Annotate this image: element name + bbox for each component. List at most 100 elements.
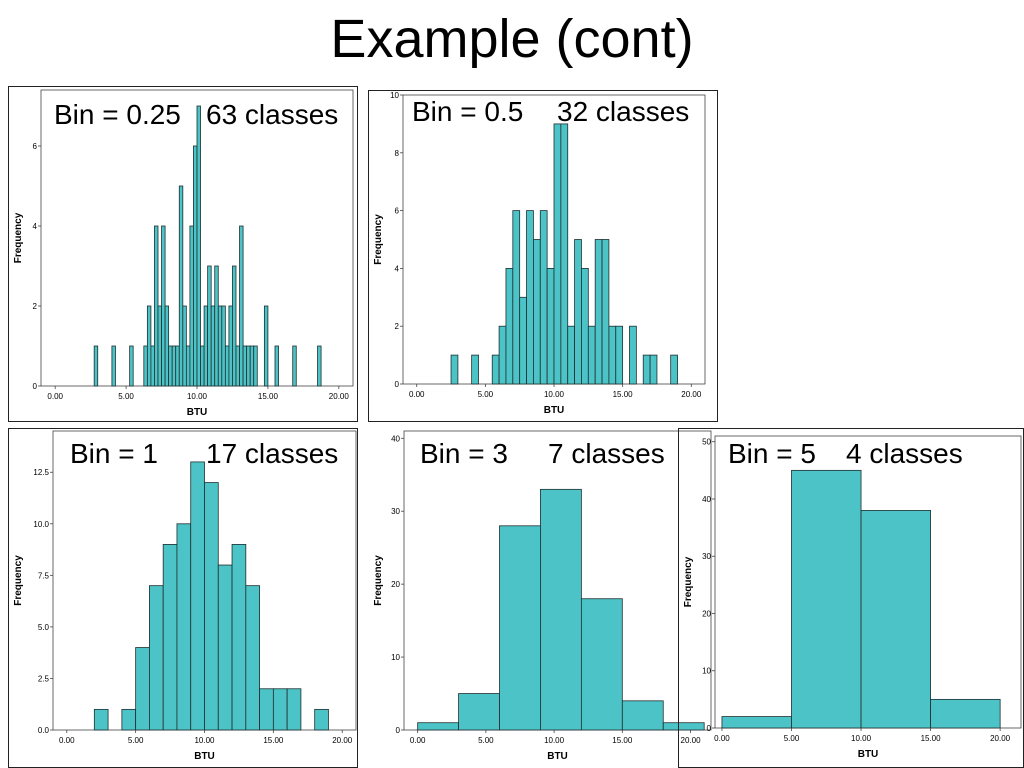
x-tick-label: 10.00 (544, 736, 565, 745)
y-tick-label: 30 (702, 552, 711, 561)
y-tick-label: 6 (33, 142, 38, 151)
histogram-bar (185, 345, 191, 387)
histogram-bar (519, 296, 527, 385)
x-tick-label: 5.00 (118, 392, 134, 401)
x-tick-label: 15.00 (613, 390, 634, 399)
x-tick-label: 10.00 (187, 392, 208, 401)
y-tick-label: 12.5 (33, 468, 49, 477)
histogram-bar (930, 698, 1001, 729)
y-tick-label: 4 (33, 222, 38, 231)
histogram-bar (574, 239, 582, 385)
histogram-bar (540, 488, 582, 731)
histogram-bin-5: 0 10 20 30 40 50 0.00 5.00 10.00 15.00 20.00 Bin = … (678, 428, 1024, 768)
bin-label: Bin = 1 (70, 438, 158, 469)
y-tick-label: 50 (702, 438, 711, 447)
histogram-bar (512, 210, 521, 385)
histogram-bar (161, 225, 166, 387)
y-tick-label: 7.5 (38, 571, 50, 580)
histogram-bar (621, 700, 664, 731)
histogram-bar (175, 345, 180, 387)
histogram-bar (499, 525, 541, 731)
x-tick-label: 20.00 (329, 392, 350, 401)
histogram-bar (560, 123, 569, 385)
histogram-bar (217, 564, 233, 731)
y-tick-label: 2 (33, 302, 38, 311)
histogram-bar (210, 305, 216, 387)
histogram-bar (154, 225, 159, 387)
histogram-bar (176, 523, 192, 731)
y-tick-label: 30 (391, 507, 400, 516)
x-axis-label: BTU (187, 407, 208, 418)
histogram-bar (228, 305, 233, 387)
histogram-bar (235, 345, 240, 387)
histogram-bar (224, 345, 230, 387)
histogram-bar (546, 267, 555, 385)
histogram-bar (670, 354, 678, 385)
histogram-bar (860, 510, 931, 729)
histogram-bar (263, 305, 269, 387)
x-axis-label: BTU (858, 749, 879, 760)
bin-label: Bin = 0.5 (412, 96, 523, 127)
y-tick-label: 20 (391, 580, 400, 589)
y-axis-label: Frequency (683, 556, 694, 607)
histogram-bin-1: 0.0 2.5 5.0 7.5 10.0 12.5 0.00 5.00 10.00 15.00 20… (8, 428, 358, 768)
histogram-bar (214, 265, 219, 387)
histogram-bar (246, 345, 251, 387)
x-tick-label: 10.00 (194, 736, 215, 745)
histogram-bar (93, 345, 99, 387)
histogram-bar (505, 267, 514, 385)
x-axis-label: BTU (544, 405, 565, 416)
histogram-bar (608, 325, 617, 385)
x-tick-label: 20.00 (681, 390, 702, 399)
histogram-bar (292, 345, 297, 387)
y-tick-label: 0 (707, 724, 712, 733)
x-tick-label: 0.00 (410, 736, 426, 745)
x-axis-label: BTU (547, 751, 568, 762)
histogram-bar (204, 482, 219, 731)
x-tick-label: 0.00 (47, 392, 63, 401)
bin-label: Bin = 0.25 (54, 99, 181, 130)
histogram-bar (594, 239, 603, 385)
histogram-bar (567, 325, 575, 385)
x-tick-label: 15.00 (921, 734, 942, 743)
histogram-bar (526, 210, 534, 385)
x-tick-label: 15.00 (263, 736, 284, 745)
y-tick-label: 8 (395, 149, 400, 158)
y-tick-label: 10 (702, 667, 711, 676)
histogram-bar (249, 345, 255, 387)
histogram-bar (171, 345, 177, 387)
histogram-bar (146, 305, 152, 387)
histogram-bar (721, 716, 792, 729)
slide-title: Example (cont) (330, 9, 694, 69)
histogram-bar (272, 688, 288, 731)
chart-frame (8, 86, 358, 422)
histogram-bar (178, 185, 184, 387)
chart-frame (368, 90, 718, 422)
y-tick-label: 2.5 (38, 674, 50, 683)
histogram-bar (242, 345, 248, 387)
x-tick-label: 5.00 (128, 736, 144, 745)
x-tick-label: 20.00 (681, 736, 702, 745)
histogram-bar (417, 722, 459, 731)
histogram-bar (190, 461, 205, 731)
histogram-bar (601, 239, 610, 385)
y-axis-label: Frequency (373, 214, 384, 265)
y-axis-label: Frequency (373, 555, 384, 606)
histogram-bar (203, 305, 209, 387)
histogram-bar (498, 325, 507, 385)
histogram-bin-3: 0 10 20 30 40 0.00 5.00 10.00 15.00 20.00 Bin = 3 7… (373, 430, 712, 762)
histogram-bar (150, 345, 155, 387)
y-tick-label: 6 (395, 207, 400, 216)
y-tick-label: 5.0 (38, 623, 50, 632)
x-tick-label: 5.00 (478, 736, 494, 745)
histogram-bar (317, 345, 322, 387)
histogram-bar (580, 598, 623, 731)
histogram-bar (162, 544, 178, 731)
histogram-bar (231, 544, 247, 731)
classes-label: 17 classes (206, 438, 338, 469)
y-tick-label: 20 (702, 609, 711, 618)
histogram-bar (471, 354, 479, 385)
x-tick-label: 5.00 (784, 734, 800, 743)
x-tick-label: 20.00 (332, 736, 353, 745)
histogram-bar (245, 585, 260, 731)
